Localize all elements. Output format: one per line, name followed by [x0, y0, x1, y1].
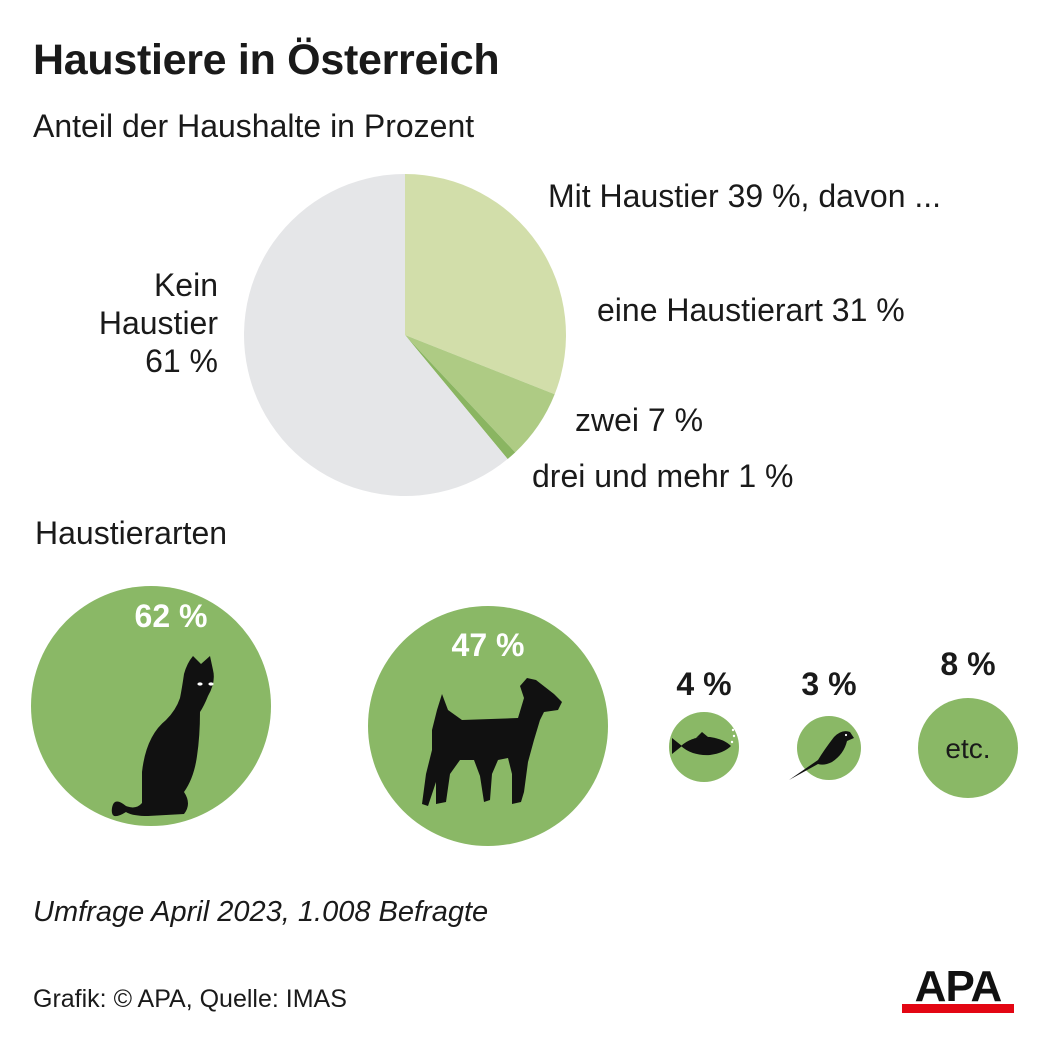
pie-chart [244, 174, 566, 496]
chart-subtitle: Anteil der Haushalte in Prozent [33, 108, 475, 144]
bird-icon [789, 731, 854, 780]
bubble-bird: 3 % [789, 666, 861, 780]
apa-logo: APA [902, 962, 1014, 1015]
value-label-dog: 47 % [452, 627, 525, 663]
pie-label-drei-und-mehr: drei und mehr 1 % [532, 458, 794, 494]
value-label-bird: 3 % [801, 666, 856, 702]
chart-title: Haustiere in Österreich [33, 36, 500, 84]
bubble-etc: 8 % etc. [918, 646, 1018, 798]
bubble-circle-cat [31, 586, 271, 826]
bubble-chart: 62 % 47 % 4 % 3 % [31, 586, 1018, 846]
cat-icon [111, 656, 214, 817]
bubble-dog: 47 % [368, 606, 608, 846]
value-label-etc: 8 % [940, 646, 995, 682]
pie-label-eine-haustierart: eine Haustierart 31 % [597, 292, 905, 328]
pie-slice-1 [405, 335, 555, 453]
etc-label: etc. [945, 733, 990, 764]
survey-note: Umfrage April 2023, 1.008 Befragte [33, 896, 489, 928]
pie-slice-2 [405, 335, 516, 460]
value-label-fish: 4 % [676, 666, 731, 702]
pie-label-mit-haustier: Mit Haustier 39 %, davon ... [548, 178, 942, 214]
source-credit: Grafik: © APA, Quelle: IMAS [33, 985, 347, 1013]
apa-logo-bar [902, 1004, 1014, 1013]
value-label-cat: 62 % [135, 598, 208, 634]
dog-icon [422, 678, 562, 806]
bubble-cat: 62 % [31, 586, 271, 826]
bubble-circle-etc [918, 698, 1018, 798]
pie-label-zwei: zwei 7 % [575, 402, 704, 438]
pie-label-kein-haustier: Kein Haustier 61 % [98, 267, 218, 379]
apa-logo-text: APA [914, 962, 1003, 1011]
pie-slice-0 [405, 174, 566, 395]
section-title-haustierarten: Haustierarten [35, 515, 228, 551]
fish-icon [672, 728, 736, 756]
pie-slice-3 [244, 174, 508, 496]
bubble-fish: 4 % [669, 666, 739, 782]
